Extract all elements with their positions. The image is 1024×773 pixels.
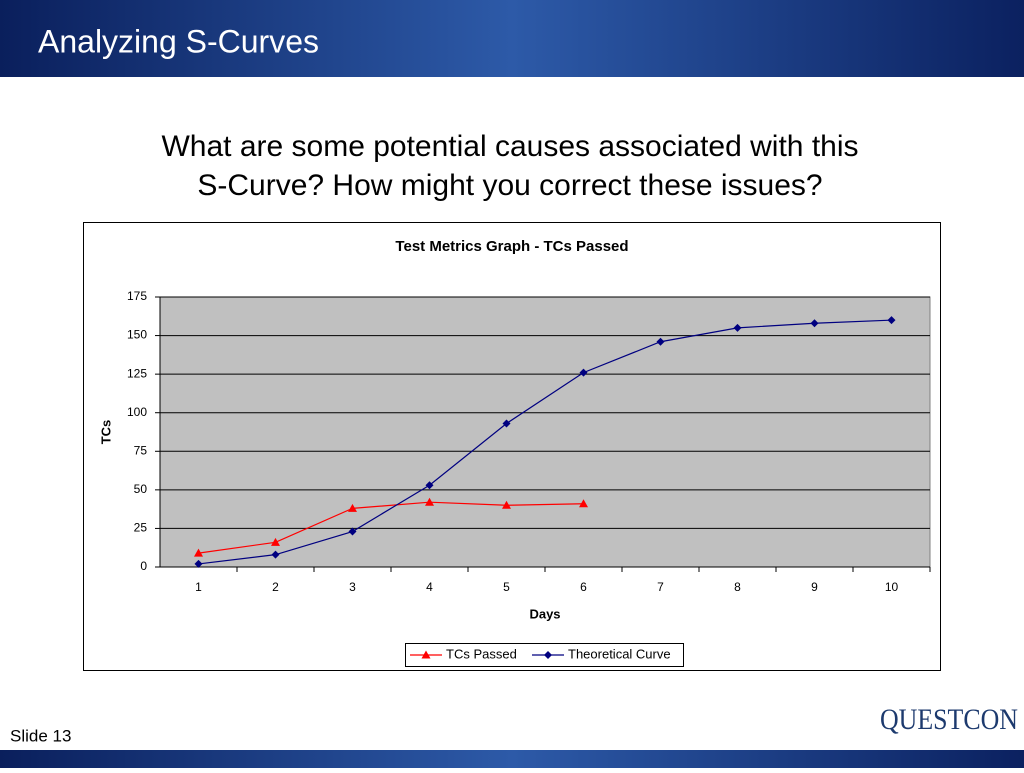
diamond-marker [348, 527, 357, 536]
question-line: S-Curve? How might you correct these iss… [197, 169, 822, 202]
x-tick-label: 7 [657, 580, 664, 594]
x-tick-label: 10 [885, 580, 899, 594]
triangle-marker [425, 497, 434, 506]
diamond-marker [733, 323, 742, 332]
triangle-marker [502, 500, 511, 509]
y-tick-label: 50 [134, 482, 148, 496]
triangle-marker [421, 650, 431, 659]
x-tick-label: 8 [734, 580, 741, 594]
x-tick-label: 4 [426, 580, 433, 594]
y-tick-label: 25 [134, 521, 148, 535]
diamond-marker [887, 316, 896, 325]
diamond-marker [194, 559, 203, 568]
footer-band [0, 750, 1024, 768]
triangle-marker [194, 548, 203, 557]
slide-number: Slide 13 [10, 726, 71, 745]
triangle-marker [271, 537, 280, 546]
question-line: What are some potential causes associate… [161, 130, 858, 163]
x-tick-label: 5 [503, 580, 510, 594]
y-tick-label: 175 [127, 289, 147, 303]
diamond-marker [656, 337, 665, 346]
diamond-marker [271, 550, 280, 559]
plot-area [159, 296, 931, 568]
y-tick-label: 75 [134, 443, 148, 457]
triangle-marker [579, 499, 588, 508]
x-tick-label: 9 [811, 580, 818, 594]
series-line [198, 501, 584, 554]
diamond-marker [544, 651, 552, 659]
y-tick-label: 150 [127, 328, 147, 342]
y-axis-label: TCs [98, 420, 113, 445]
y-tick-label: 0 [140, 559, 147, 573]
series-line [198, 319, 892, 565]
x-tick-label: 1 [195, 580, 202, 594]
y-tick-label: 100 [127, 405, 147, 419]
chart-title: Test Metrics Graph - TCs Passed [395, 238, 628, 255]
triangle-marker [348, 503, 357, 512]
slide-title: Analyzing S-Curves [38, 23, 319, 59]
diamond-marker [810, 319, 819, 328]
header-band [0, 0, 1024, 77]
x-tick-label: 2 [272, 580, 279, 594]
x-axis-label: Days [529, 606, 560, 621]
legend-label: TCs Passed [446, 646, 517, 661]
diamond-marker [425, 481, 434, 490]
y-tick-label: 125 [127, 366, 147, 380]
x-tick-label: 6 [580, 580, 587, 594]
diamond-marker [502, 419, 511, 428]
logo: QUESTCON [880, 703, 1018, 736]
diamond-marker [579, 368, 588, 377]
legend-label: Theoretical Curve [568, 646, 671, 661]
x-tick-label: 3 [349, 580, 356, 594]
